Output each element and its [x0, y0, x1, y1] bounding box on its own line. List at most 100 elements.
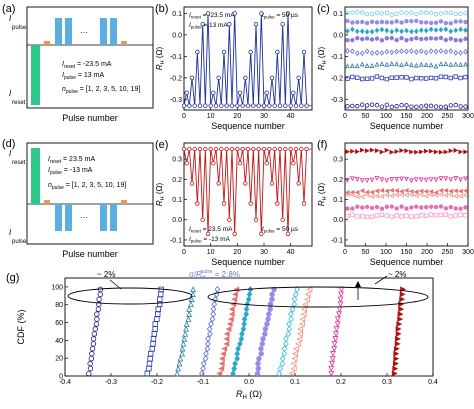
data-point	[301, 201, 307, 206]
data-point	[458, 104, 463, 109]
data-point	[350, 212, 355, 217]
data-point	[345, 149, 351, 155]
data-point	[205, 231, 211, 237]
data-point	[404, 10, 409, 16]
data-point	[409, 28, 414, 35]
data-point	[144, 370, 151, 377]
data-point	[328, 370, 335, 377]
series-5	[345, 26, 468, 35]
data-point	[414, 214, 419, 219]
data-point	[354, 194, 360, 200]
data-point	[332, 336, 339, 343]
data-point	[394, 27, 399, 34]
data-point	[90, 341, 97, 347]
y-tick-label: -0.1	[170, 54, 182, 61]
data-point	[423, 49, 429, 56]
data-point	[296, 335, 303, 342]
data-point	[414, 28, 419, 35]
data-point	[264, 321, 270, 327]
data-point	[158, 291, 164, 298]
cdf-series-3	[199, 285, 221, 377]
panel-g-annotations: ~ 2% ~ 2% σ/RHpulse = 2.8%	[67, 269, 429, 308]
data-point	[364, 29, 370, 35]
data-point	[453, 74, 458, 79]
data-point	[235, 103, 240, 108]
panel-a-text-npulse: npulse = [1, 2, 3, 5, 10, 19]	[62, 86, 140, 95]
data-point	[276, 370, 282, 377]
data-point	[423, 76, 429, 81]
data-point	[374, 188, 380, 194]
panel-d-ylabel-bottom-sub: pulse	[12, 239, 27, 245]
data-point	[262, 326, 269, 332]
data-point	[345, 37, 350, 43]
data-point	[355, 204, 360, 209]
data-point	[200, 217, 205, 222]
data-point	[360, 36, 365, 42]
data-point	[359, 61, 365, 67]
data-point	[393, 350, 400, 357]
data-point	[458, 11, 463, 17]
cdf-series-4	[216, 286, 240, 377]
data-point	[419, 149, 424, 155]
data-point	[333, 326, 340, 333]
data-point	[448, 21, 453, 26]
panel-d-write-pulse-2	[65, 204, 72, 231]
data-point	[209, 315, 216, 323]
data-point	[360, 102, 365, 107]
data-point	[408, 192, 414, 198]
data-point	[409, 10, 414, 15]
data-point	[453, 213, 458, 218]
data-point	[277, 365, 283, 372]
data-point	[265, 316, 271, 322]
data-point	[379, 38, 385, 43]
data-point	[230, 370, 236, 377]
data-point	[286, 325, 293, 333]
data-point	[281, 345, 288, 353]
data-point	[423, 204, 429, 210]
data-point	[225, 326, 232, 332]
data-point	[369, 147, 375, 153]
y-axis-label: RH (Ω)	[155, 183, 166, 207]
data-point	[294, 285, 300, 293]
data-point	[255, 365, 261, 372]
x-tick-label: -0.4	[59, 379, 71, 386]
data-point	[354, 63, 360, 69]
data-point	[374, 103, 380, 108]
panel-d-ylabel-top-sub: reset	[12, 160, 26, 166]
y-tick-label: 0.0	[172, 217, 182, 224]
x-tick-label: 150	[401, 249, 413, 256]
data-point	[463, 10, 468, 16]
panel-d-label: (d)	[2, 138, 15, 150]
x-tick-label: 40	[287, 249, 295, 256]
x-tick-label: 200	[421, 113, 433, 120]
data-point	[154, 316, 160, 322]
data-point	[251, 146, 256, 152]
data-point	[409, 76, 414, 82]
data-point	[291, 160, 296, 166]
data-point	[269, 291, 275, 298]
data-point	[296, 330, 303, 337]
data-point	[146, 365, 152, 372]
legend-reset: Ireset = 23.5 mA	[189, 226, 233, 234]
data-point	[409, 205, 414, 210]
data-point	[414, 35, 419, 41]
data-point	[92, 326, 98, 332]
data-point	[211, 90, 216, 96]
panel-label: (e)	[155, 139, 168, 151]
data-point	[448, 177, 454, 183]
data-point	[208, 320, 214, 328]
legend-pulse: Ipulse = 13 mA	[189, 22, 228, 30]
data-point	[359, 178, 365, 184]
data-point	[177, 355, 184, 362]
data-point	[374, 49, 380, 56]
data-point	[184, 90, 189, 96]
data-point	[369, 194, 375, 199]
data-point	[438, 104, 444, 110]
data-point	[408, 178, 414, 184]
data-point	[220, 350, 226, 357]
data-point	[146, 360, 153, 367]
data-point	[394, 48, 399, 55]
data-point	[228, 311, 235, 318]
data-point	[288, 315, 295, 323]
